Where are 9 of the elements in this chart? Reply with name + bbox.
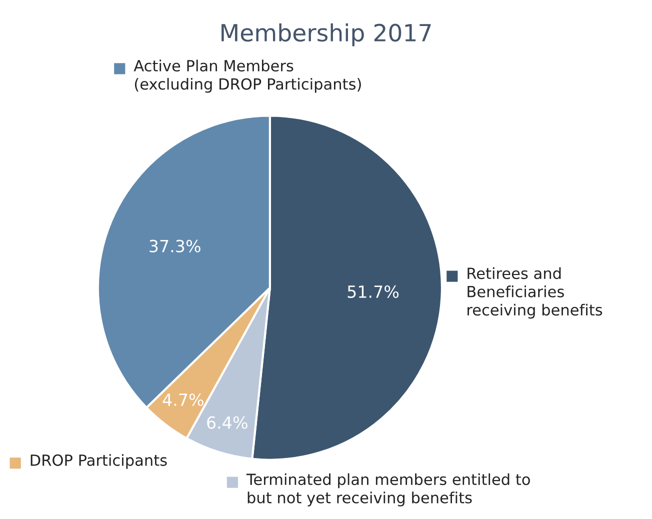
data-label: 6.4% — [207, 416, 248, 429]
legend-label: Active Plan Members (excluding DROP Participants) — [134, 60, 361, 93]
chart-title: Membership 2017 — [222, 23, 431, 46]
data-label: 4.7% — [162, 393, 204, 406]
legend-label: Terminated plan members entitled to but not yet receiving benefits — [246, 473, 530, 506]
legend-label: Retirees and Beneficiaries receiving benefits — [468, 267, 602, 319]
legend-label: DROP Participants — [30, 454, 167, 469]
data-label: 37.3% — [150, 240, 200, 252]
data-label: 51.7% — [348, 285, 399, 298]
